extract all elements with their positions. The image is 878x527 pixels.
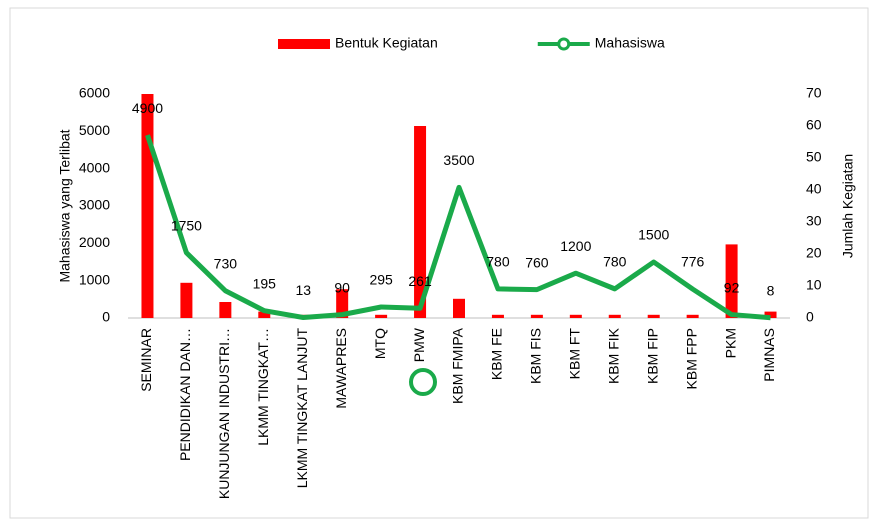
bar	[530, 314, 543, 318]
bar	[491, 314, 504, 318]
x-tick-label: SEMINAR	[138, 328, 154, 392]
marker-artifact	[409, 368, 437, 396]
data-label: 90	[334, 279, 350, 295]
bar	[725, 244, 738, 318]
x-tick-label: KBM FE	[489, 328, 505, 380]
y2-axis-title: Jumlah Kegiatan	[840, 154, 856, 258]
x-tick-label: MTQ	[372, 328, 388, 359]
bar	[141, 94, 154, 318]
x-tick-label: KBM FIP	[644, 328, 660, 384]
data-label: 8	[767, 282, 775, 298]
x-tick-label: PKM	[722, 328, 738, 358]
legend-marker	[557, 37, 571, 51]
data-label: 1500	[638, 227, 669, 243]
y-axis-title: Mahasiswa yang Terlibat	[57, 129, 73, 282]
x-tick-label: PENDIDIKAN DAN…	[177, 328, 193, 461]
x-tick-label: LKMM TINGKAT…	[255, 328, 271, 446]
y2-tick-label: 70	[806, 85, 822, 101]
bar	[375, 314, 388, 318]
bar	[219, 302, 232, 318]
bar	[764, 311, 777, 318]
x-tick-label: KBM FMIPA	[450, 327, 466, 404]
x-tick-label: KBM FIK	[605, 327, 621, 384]
data-label: 295	[369, 272, 393, 288]
y2-tick-label: 10	[806, 277, 822, 293]
bar	[647, 314, 660, 318]
y-tick-label: 4000	[79, 159, 110, 175]
data-label: 3500	[443, 152, 474, 168]
x-tick-label: PMW	[411, 327, 427, 362]
legend-label: Mahasiswa	[595, 35, 665, 51]
x-tick-label: LKMM TINGKAT LANJUT	[294, 328, 310, 489]
y2-tick-label: 40	[806, 181, 822, 197]
x-tick-label: KBM FIS	[528, 328, 544, 384]
chart-frame	[9, 7, 869, 519]
data-label: 195	[253, 275, 277, 291]
line	[145, 134, 771, 321]
bar	[569, 314, 582, 318]
y-tick-label: 0	[102, 309, 110, 325]
data-label: 730	[214, 255, 238, 271]
x-tick-label: KBM FT	[567, 328, 583, 380]
bar	[414, 126, 427, 318]
y-tick-label: 6000	[79, 85, 110, 101]
x-tick-label: KUNJUNGAN INDUSTRI…	[216, 328, 232, 499]
bar	[453, 298, 465, 318]
data-label: 92	[724, 279, 740, 295]
data-label: 1750	[171, 217, 202, 233]
y-tick-label: 2000	[79, 234, 110, 250]
data-label: 13	[295, 282, 311, 298]
legend-label: Bentuk Kegiatan	[335, 35, 438, 51]
y2-tick-label: 0	[806, 309, 814, 325]
data-label: 1200	[560, 238, 591, 254]
data-label: 776	[681, 254, 705, 270]
bar	[608, 314, 621, 318]
y2-tick-label: 30	[806, 213, 822, 229]
y2-tick-label: 20	[806, 245, 822, 261]
y-tick-label: 1000	[79, 271, 110, 287]
data-label: 760	[525, 254, 549, 270]
x-tick-label: MAWAPRES	[333, 328, 349, 409]
bar	[686, 314, 699, 318]
y2-tick-label: 50	[806, 149, 822, 165]
bar	[336, 289, 349, 318]
data-label: 780	[486, 254, 510, 270]
bar	[180, 282, 193, 318]
y2-tick-label: 60	[806, 117, 822, 133]
data-label: 261	[408, 273, 432, 289]
y-tick-label: 5000	[79, 122, 110, 138]
x-tick-label: PIMNAS	[761, 328, 777, 382]
data-label: 780	[603, 254, 627, 270]
y-tick-label: 3000	[79, 197, 110, 213]
bar	[258, 311, 271, 318]
data-label: 4900	[132, 100, 163, 116]
legend-swatch	[278, 39, 330, 49]
x-tick-label: KBM FPP	[683, 328, 699, 389]
